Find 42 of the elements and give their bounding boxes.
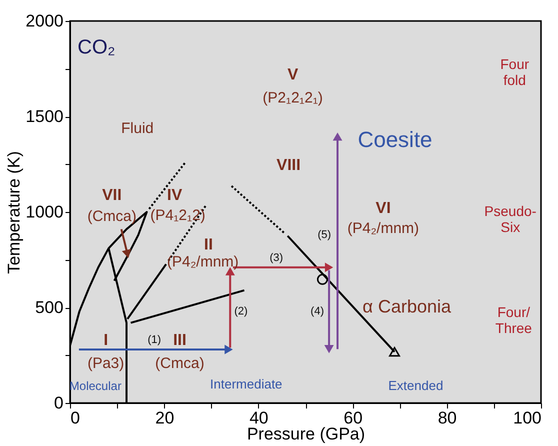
annotation: Coesite (358, 127, 432, 152)
annotation: (5) (318, 228, 332, 241)
annotation: (Cmca) (87, 208, 137, 225)
y-tick-label: 1000 (26, 202, 64, 222)
annotation: (Pa3) (87, 354, 124, 372)
annotation: IV (167, 186, 182, 204)
annotation: II (204, 236, 213, 254)
x-tick-label: 80 (438, 408, 457, 428)
annotation: III (173, 332, 186, 349)
annotation: CO₂ (77, 36, 116, 59)
x-tick-label: 40 (249, 408, 268, 428)
annotation: VIII (276, 157, 301, 174)
annotation: (2) (234, 305, 248, 318)
annotation: V (287, 66, 298, 84)
annotation: Fluid (121, 120, 154, 137)
annotation: Pseudo- Six (484, 203, 537, 235)
annotation: (P4₁2₁2) (150, 206, 206, 224)
x-tick-label: 20 (155, 408, 174, 428)
annotation: (P4₂/mnm) (347, 220, 420, 238)
annotation: Extended (388, 378, 444, 394)
annotation: (3) (270, 252, 284, 264)
annotation: (P4₂/mnm) (166, 254, 239, 271)
x-tick-label: 60 (344, 408, 363, 428)
annotation: Intermediate (210, 376, 282, 392)
annotation: (P2₁2₁2₁) (262, 89, 323, 106)
annotation: VII (102, 186, 122, 204)
annotation: (1) (148, 334, 162, 346)
y-axis-title: Temperature (K) (4, 151, 24, 274)
y-tick-label: 2000 (26, 12, 64, 30)
annotation: α Carbonia (362, 296, 452, 316)
annotation: I (104, 332, 108, 349)
annotation: Four fold (500, 56, 530, 88)
x-axis-title: Pressure (GPa) (246, 424, 366, 444)
annotation: (Cmca) (155, 354, 204, 372)
x-tick-label: 0 (70, 408, 80, 428)
annotation: (4) (310, 305, 324, 318)
y-tick-label: 500 (35, 298, 64, 317)
y-tick-label: 0 (54, 394, 64, 412)
annotation: VI (376, 200, 391, 218)
y-tick-label: 1500 (26, 107, 64, 126)
x-tick-label: 100 (513, 408, 542, 428)
annotation: Four/ Three (495, 304, 532, 336)
